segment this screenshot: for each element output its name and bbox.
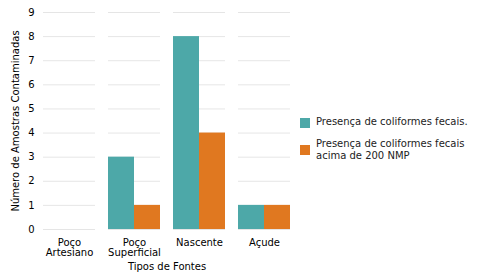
svg-text:9: 9 (28, 7, 34, 18)
svg-text:Açude: Açude (249, 237, 280, 248)
svg-text:5: 5 (28, 103, 34, 114)
svg-text:8: 8 (28, 31, 34, 42)
svg-text:1: 1 (28, 200, 34, 211)
html-text:Presença de coliformes fecais.: Presença de coliformes fecais. (316, 116, 468, 128)
svg-text:3: 3 (28, 151, 34, 162)
svg-text:7: 7 (28, 55, 34, 66)
svg-text:Nascente: Nascente (176, 237, 223, 248)
svg-text:2: 2 (28, 175, 34, 186)
svg-text:Tipos de Fontes: Tipos de Fontes (127, 261, 206, 272)
svg-text:Número de Amostras Contaminada: Número de Amostras Contaminadas (10, 30, 21, 211)
svg-text:0: 0 (28, 224, 34, 235)
svg-text:PoçoArtesiano: PoçoArtesiano (46, 237, 94, 258)
html-text:Presença de coliformes fecais: Presença de coliformes fecais acima de 2… (316, 137, 465, 162)
svg-text:PoçoSuperficial: PoçoSuperficial (108, 237, 161, 258)
svg-text:4: 4 (28, 127, 34, 138)
svg-text:6: 6 (28, 79, 34, 90)
